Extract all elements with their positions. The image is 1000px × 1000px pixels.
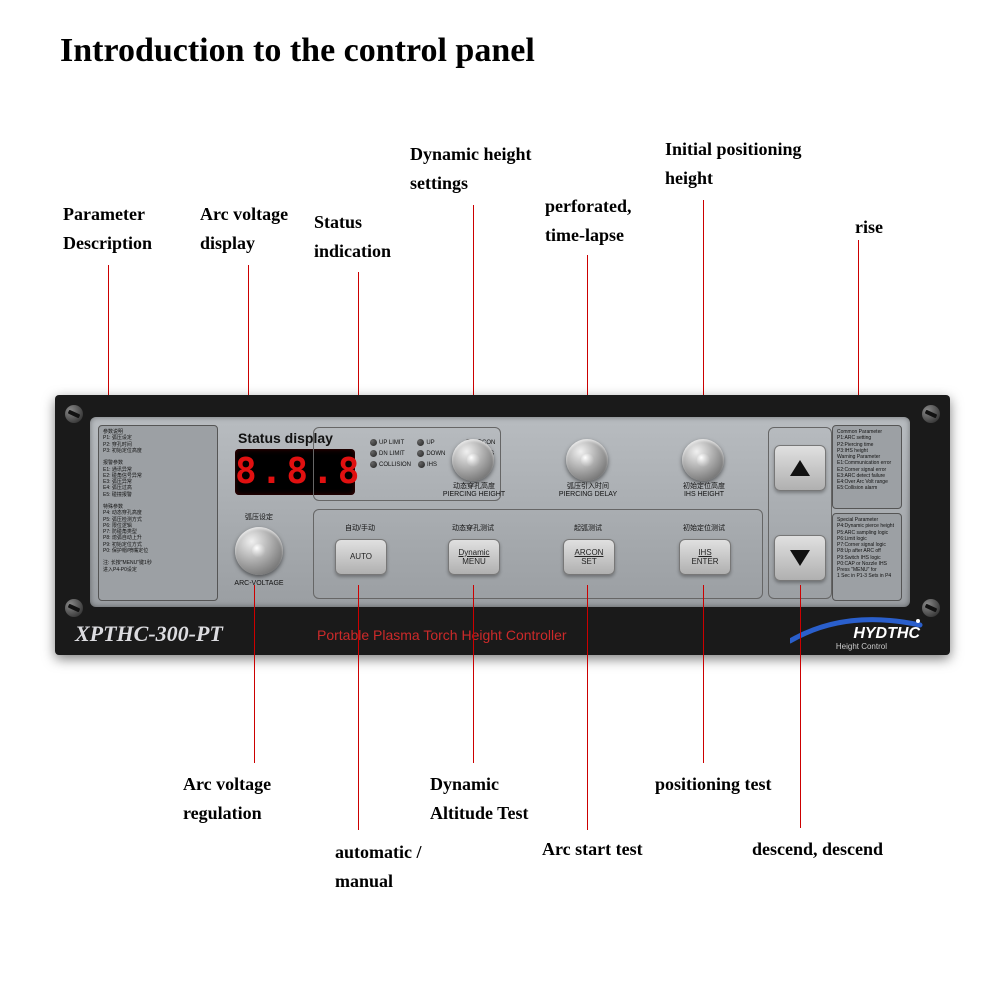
piercing-delay-knob[interactable]: [566, 439, 608, 481]
brand-label: HYDTHC: [853, 625, 920, 643]
btn-label: 初始定位测试: [673, 525, 735, 533]
up-button[interactable]: [774, 445, 826, 491]
knob-label: 弧压设定: [223, 514, 295, 522]
label-status-indication: Status indication: [314, 208, 391, 266]
btn-label: 自动/手动: [334, 525, 386, 533]
knob-label: 动态穿孔高度 PIERCING HEIGHT: [435, 483, 513, 499]
screw-icon: [65, 405, 83, 423]
down-button[interactable]: [774, 535, 826, 581]
label-perforated-timelapse: perforated, time-lapse: [545, 192, 631, 250]
btn-text: AUTO: [350, 552, 372, 561]
btn-text: ENTER: [691, 557, 718, 566]
knob-label: ARC-VOLTAGE: [218, 580, 300, 588]
label-initial-positioning-height: Initial positioning height: [665, 135, 802, 193]
label-parameter-description: Parameter Description: [63, 200, 152, 258]
label-dynamic-height-settings: Dynamic height settings: [410, 140, 532, 198]
subtitle-label: Portable Plasma Torch Height Controller: [317, 627, 567, 643]
btn-label: 起弧测试: [562, 525, 614, 533]
arc-voltage-knob[interactable]: [235, 527, 283, 575]
ihs-height-knob[interactable]: [682, 439, 724, 481]
set-button[interactable]: ARCON SET: [563, 539, 615, 575]
parameter-box-right-bottom: Special Parameter P4:Dynamic pierce heig…: [832, 513, 902, 601]
label-arc-voltage-regulation: Arc voltage regulation: [183, 770, 271, 828]
label-rise: rise: [855, 213, 883, 242]
leader-line: [800, 585, 801, 828]
knob-label: 初始定位高度 IHS HEIGHT: [665, 483, 743, 499]
btn-text: ARCON: [575, 548, 604, 557]
label-arc-voltage-display: Arc voltage display: [200, 200, 288, 258]
parameter-box-right-top: Common Parameter P1:ARC setting P2:Pierc…: [832, 425, 902, 509]
label-arc-start-test: Arc start test: [542, 835, 643, 864]
enter-button[interactable]: IHS ENTER: [679, 539, 731, 575]
btn-text: MENU: [462, 557, 486, 566]
model-label: XPTHC-300-PT: [75, 621, 223, 647]
auto-button[interactable]: AUTO: [335, 539, 387, 575]
label-descend: descend, descend: [752, 835, 883, 864]
label-positioning-test: positioning test: [655, 770, 772, 799]
menu-button[interactable]: Dynamic MENU: [448, 539, 500, 575]
page-title: Introduction to the control panel: [60, 32, 535, 70]
screw-icon: [922, 599, 940, 617]
leader-line: [254, 585, 255, 763]
btn-text: IHS: [698, 548, 711, 557]
screw-icon: [65, 599, 83, 617]
leader-line: [473, 585, 474, 763]
btn-text: SET: [581, 557, 597, 566]
arrow-up-icon: [790, 460, 810, 476]
screw-icon: [922, 405, 940, 423]
knob-label: 弧压引入时间 PIERCING DELAY: [549, 483, 627, 499]
leader-line: [587, 585, 588, 830]
control-panel: 参数说明 P1: 弧压设定 P2: 穿孔时间 P3: 初始定位高度 报警参数 E…: [55, 395, 950, 655]
label-dynamic-altitude-test: Dynamic Altitude Test: [430, 770, 529, 828]
leader-line: [358, 585, 359, 830]
arrow-down-icon: [790, 550, 810, 566]
parameter-box-left: 参数说明 P1: 弧压设定 P2: 穿孔时间 P3: 初始定位高度 报警参数 E…: [98, 425, 218, 601]
label-automatic-manual: automatic / manual: [335, 838, 421, 896]
btn-label: 动态穿孔测试: [444, 525, 502, 533]
faceplate: 参数说明 P1: 弧压设定 P2: 穿孔时间 P3: 初始定位高度 报警参数 E…: [90, 417, 910, 607]
leader-line: [703, 585, 704, 763]
btn-text: Dynamic: [458, 548, 489, 557]
piercing-height-knob[interactable]: [452, 439, 494, 481]
brand-sub-label: Height Control: [836, 642, 887, 651]
